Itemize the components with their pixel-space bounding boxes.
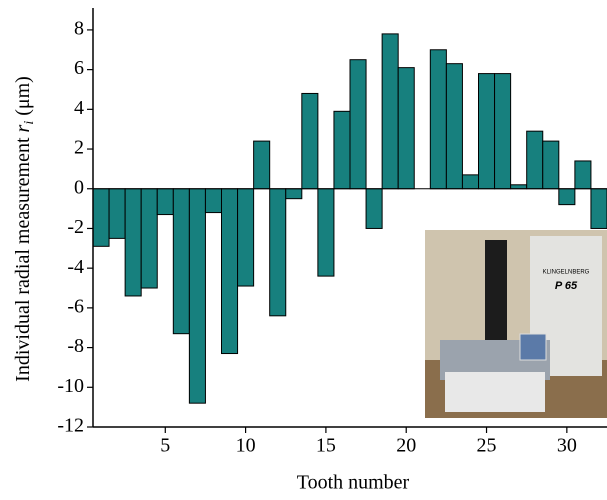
x-tick-label: 20 bbox=[396, 435, 416, 457]
bar bbox=[333, 110, 351, 190]
bar bbox=[542, 140, 560, 190]
y-axis-label: Individual radial measurement ri (μm) bbox=[12, 76, 40, 382]
bar bbox=[204, 188, 222, 214]
x-tick-label: 25 bbox=[477, 435, 497, 457]
bar bbox=[108, 188, 126, 239]
bar bbox=[317, 188, 335, 277]
bar bbox=[590, 188, 607, 229]
x-tick-label: 15 bbox=[316, 435, 336, 457]
bar bbox=[445, 63, 463, 190]
bar bbox=[140, 188, 158, 289]
bar bbox=[301, 92, 319, 190]
y-tick-label: -6 bbox=[67, 295, 84, 317]
bar bbox=[156, 188, 174, 216]
bar bbox=[285, 188, 303, 200]
y-tick-label: -12 bbox=[57, 415, 84, 437]
bar bbox=[269, 188, 287, 317]
y-tick-label: -10 bbox=[57, 375, 84, 397]
desk bbox=[445, 372, 545, 412]
y-label-text: Individual radial measurement bbox=[12, 137, 34, 382]
bar bbox=[172, 188, 190, 335]
bar bbox=[237, 188, 255, 287]
bar bbox=[558, 188, 576, 206]
x-axis-label: Tooth number bbox=[297, 472, 410, 494]
bar bbox=[253, 140, 271, 190]
y-tick-label: 4 bbox=[74, 97, 84, 119]
y-tick-label: 2 bbox=[74, 137, 84, 159]
y-tick-label: 8 bbox=[74, 18, 84, 40]
y-label-symbol: r bbox=[12, 124, 34, 132]
bar bbox=[510, 184, 528, 190]
bar bbox=[429, 49, 447, 190]
y-tick-label: -8 bbox=[67, 335, 84, 357]
bar bbox=[221, 188, 239, 355]
monitor bbox=[519, 333, 547, 361]
machine-column bbox=[485, 240, 507, 350]
bar bbox=[478, 73, 496, 190]
y-tick-label: 6 bbox=[74, 57, 84, 79]
bar bbox=[92, 188, 110, 247]
x-tick-label: 5 bbox=[160, 435, 170, 457]
inset-model: P 65 bbox=[555, 280, 578, 292]
x-tick-label: 10 bbox=[236, 435, 256, 457]
y-label-unit: (μm) bbox=[12, 76, 34, 116]
y-label-subscript: i bbox=[22, 121, 37, 125]
bar bbox=[397, 67, 415, 190]
inset-photo: KLINGELNBERG P 65 bbox=[425, 230, 607, 418]
bar bbox=[188, 188, 206, 404]
y-tick-label: -4 bbox=[67, 256, 84, 278]
x-tick-label: 30 bbox=[557, 435, 577, 457]
bar bbox=[494, 73, 512, 190]
inset-brand: KLINGELNBERG bbox=[543, 270, 590, 276]
y-tick-label: -2 bbox=[67, 216, 84, 238]
bar bbox=[365, 188, 383, 229]
bar bbox=[574, 160, 592, 190]
bar bbox=[124, 188, 142, 297]
bar bbox=[461, 174, 479, 190]
bar bbox=[526, 130, 544, 190]
bar bbox=[381, 33, 399, 190]
y-tick-label: 0 bbox=[74, 176, 84, 198]
bar bbox=[349, 59, 367, 190]
